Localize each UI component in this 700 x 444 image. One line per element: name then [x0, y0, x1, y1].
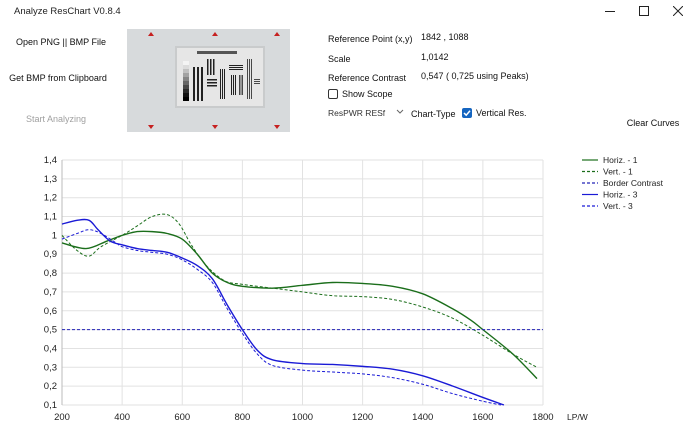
vertical-res-label: Vertical Res. — [476, 108, 527, 118]
chevron-down-icon — [396, 109, 404, 114]
minimize-icon — [605, 11, 615, 12]
legend-label: Horiz. - 3 — [603, 190, 638, 200]
image-preview[interactable] — [127, 29, 290, 132]
y-tick-label: 0,2 — [44, 381, 57, 392]
series-line — [61, 230, 538, 380]
series-line — [61, 229, 502, 406]
x-tick-label: 1600 — [472, 412, 493, 423]
x-tick-label: 600 — [174, 412, 190, 423]
vertical-res-checkbox[interactable]: Vertical Res. — [462, 108, 527, 118]
clear-curves-button[interactable]: Clear Curves — [622, 118, 684, 128]
legend-label: Horiz. - 1 — [603, 155, 638, 165]
y-tick-label: 0,9 — [44, 249, 57, 260]
reference-contrast-value: 0,547 ( 0,725 using Peaks) — [421, 71, 529, 81]
x-axis-label: LP/W — [567, 412, 588, 422]
y-tick-label: 0,8 — [44, 268, 57, 279]
show-scope-checkbox[interactable]: Show Scope — [328, 89, 393, 99]
x-tick-label: 800 — [234, 412, 250, 423]
vertical-res-box[interactable] — [462, 108, 472, 118]
open-file-button[interactable]: Open PNG || BMP File — [6, 37, 116, 47]
y-tick-label: 0,3 — [44, 362, 57, 373]
show-scope-box[interactable] — [328, 89, 338, 99]
chart-type-select[interactable]: ResPWR RESf — [328, 107, 406, 119]
maximize-icon — [639, 6, 649, 16]
y-tick-label: 0,1 — [44, 400, 57, 411]
x-tick-label: 1400 — [412, 412, 433, 423]
close-button[interactable] — [664, 2, 692, 20]
series-line — [61, 218, 505, 406]
minimize-button[interactable] — [596, 2, 624, 20]
legend-label: Vert. - 3 — [603, 201, 633, 211]
legend-label: Border Contrast — [603, 178, 664, 188]
y-tick-label: 0,4 — [44, 343, 57, 354]
x-tick-label: 200 — [54, 412, 70, 423]
y-tick-label: 0,7 — [44, 287, 57, 298]
series-line — [61, 213, 538, 368]
x-tick-label: 1000 — [292, 412, 313, 423]
x-tick-label: 1200 — [352, 412, 373, 423]
get-clipboard-button[interactable]: Get BMP from Clipboard — [2, 73, 114, 83]
maximize-button[interactable] — [630, 2, 658, 20]
reference-contrast-label: Reference Contrast — [328, 73, 407, 83]
chart-type-selected: ResPWR RESf — [328, 108, 386, 118]
resolution-chart-thumbnail — [127, 29, 290, 132]
y-tick-label: 1,3 — [44, 174, 57, 185]
y-tick-label: 0,6 — [44, 306, 57, 317]
title-bar: Analyze ResChart V0.8.4 — [0, 0, 700, 22]
start-analyzing-button[interactable]: Start Analyzing — [6, 114, 106, 124]
scale-label: Scale — [328, 54, 351, 64]
reference-point-label: Reference Point (x,y) — [328, 34, 413, 44]
reference-point-value: 1842 , 1088 — [421, 32, 469, 42]
y-tick-label: 1,1 — [44, 212, 57, 223]
show-scope-label: Show Scope — [342, 89, 393, 99]
x-tick-label: 400 — [114, 412, 130, 423]
scale-value: 1,0142 — [421, 52, 449, 62]
y-tick-label: 1 — [52, 230, 57, 241]
x-tick-label: 1800 — [532, 412, 553, 423]
chart-type-label: Chart-Type — [411, 109, 456, 119]
y-tick-label: 1,2 — [44, 193, 57, 204]
window-title: Analyze ResChart V0.8.4 — [14, 6, 121, 17]
checkmark-icon — [463, 110, 471, 117]
y-tick-label: 0,5 — [44, 325, 57, 336]
close-icon — [673, 6, 683, 16]
resolution-chart: 0,1 0,2 0,3 0,4 0,5 0,6 0,7 0,8 0,9 1 1,1 1,2 1,3 1,4… — [44, 155, 664, 423]
y-tick-label: 1,4 — [44, 155, 57, 166]
legend-label: Vert. - 1 — [603, 167, 633, 177]
